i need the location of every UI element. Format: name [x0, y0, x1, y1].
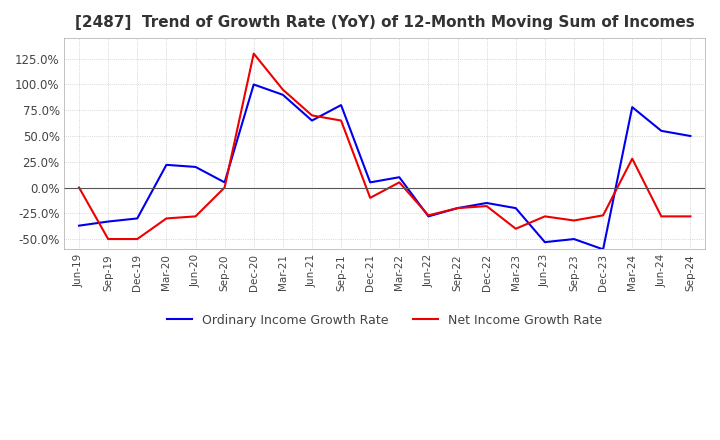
Ordinary Income Growth Rate — [482, 200, 491, 205]
Ordinary Income Growth Rate — [366, 180, 374, 185]
Line: Net Income Growth Rate: Net Income Growth Rate — [79, 54, 690, 239]
Net Income Growth Rate — [133, 236, 142, 242]
Ordinary Income Growth Rate — [453, 205, 462, 211]
Legend: Ordinary Income Growth Rate, Net Income Growth Rate: Ordinary Income Growth Rate, Net Income … — [162, 309, 608, 332]
Ordinary Income Growth Rate — [424, 214, 433, 219]
Net Income Growth Rate — [453, 205, 462, 211]
Net Income Growth Rate — [75, 185, 84, 190]
Net Income Growth Rate — [424, 213, 433, 218]
Net Income Growth Rate — [657, 214, 666, 219]
Net Income Growth Rate — [482, 203, 491, 209]
Ordinary Income Growth Rate — [686, 133, 695, 139]
Ordinary Income Growth Rate — [192, 164, 200, 169]
Line: Ordinary Income Growth Rate: Ordinary Income Growth Rate — [79, 84, 690, 249]
Net Income Growth Rate — [511, 226, 520, 231]
Net Income Growth Rate — [366, 195, 374, 201]
Ordinary Income Growth Rate — [104, 219, 112, 224]
Net Income Growth Rate — [395, 180, 404, 185]
Ordinary Income Growth Rate — [570, 236, 578, 242]
Net Income Growth Rate — [541, 214, 549, 219]
Ordinary Income Growth Rate — [133, 216, 142, 221]
Ordinary Income Growth Rate — [511, 205, 520, 211]
Ordinary Income Growth Rate — [395, 175, 404, 180]
Ordinary Income Growth Rate — [307, 118, 316, 123]
Net Income Growth Rate — [337, 118, 346, 123]
Net Income Growth Rate — [249, 51, 258, 56]
Ordinary Income Growth Rate — [599, 247, 608, 252]
Title: [2487]  Trend of Growth Rate (YoY) of 12-Month Moving Sum of Incomes: [2487] Trend of Growth Rate (YoY) of 12-… — [75, 15, 695, 30]
Net Income Growth Rate — [162, 216, 171, 221]
Net Income Growth Rate — [279, 87, 287, 92]
Net Income Growth Rate — [628, 156, 636, 161]
Ordinary Income Growth Rate — [657, 128, 666, 133]
Ordinary Income Growth Rate — [249, 82, 258, 87]
Net Income Growth Rate — [686, 214, 695, 219]
Ordinary Income Growth Rate — [220, 180, 229, 185]
Net Income Growth Rate — [307, 113, 316, 118]
Net Income Growth Rate — [599, 213, 608, 218]
Net Income Growth Rate — [104, 236, 112, 242]
Ordinary Income Growth Rate — [541, 239, 549, 245]
Net Income Growth Rate — [220, 185, 229, 190]
Ordinary Income Growth Rate — [162, 162, 171, 168]
Ordinary Income Growth Rate — [75, 223, 84, 228]
Net Income Growth Rate — [192, 214, 200, 219]
Ordinary Income Growth Rate — [279, 92, 287, 97]
Net Income Growth Rate — [570, 218, 578, 223]
Ordinary Income Growth Rate — [337, 103, 346, 108]
Ordinary Income Growth Rate — [628, 105, 636, 110]
